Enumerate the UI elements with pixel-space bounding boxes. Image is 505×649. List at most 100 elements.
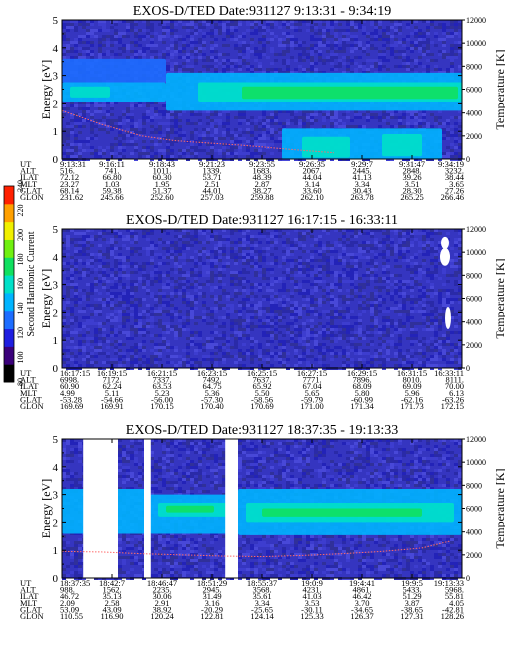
data-gap	[83, 439, 118, 578]
y2-tick-label: 4000	[466, 109, 482, 118]
table-cell: 30.06	[152, 591, 171, 601]
table-cell: 5.50	[255, 388, 270, 398]
table-row-label: UT	[20, 159, 32, 169]
colorbar-swatch	[4, 310, 14, 330]
table-cell: 4231.	[302, 585, 321, 595]
signal-band	[62, 58, 166, 83]
table-cell: 2235.	[152, 585, 171, 595]
y2-tick-label: 12000	[466, 16, 486, 25]
y-tick-label: 2	[53, 517, 59, 529]
table-cell: 172.15	[441, 401, 464, 411]
y-tick-label: 0	[53, 573, 59, 585]
table-cell: 28.30	[402, 185, 421, 195]
table-cell: 2067.	[302, 166, 321, 176]
table-cell: 18:51:29	[197, 578, 227, 588]
table-cell: 5.36	[205, 388, 220, 398]
table-cell: 3.34	[255, 598, 271, 608]
colorbar-swatch	[4, 221, 14, 240]
table-cell: 7896.	[352, 375, 371, 385]
table-cell: 4.99	[60, 388, 75, 398]
table-cell: 9:34:19	[438, 159, 464, 169]
table-cell: 9:18:43	[149, 159, 175, 169]
y2-tick-label: 2000	[466, 551, 482, 560]
panel-3: EXOS-D/TED Date:931127 18:37:35 - 19:13:…	[20, 423, 505, 621]
table-cell: 66.80	[102, 172, 121, 182]
table-cell: 2.51	[205, 179, 220, 189]
table-row-label: ALT	[20, 375, 37, 385]
table-cell: -20.29	[201, 604, 223, 614]
table-cell: 31.49	[202, 591, 221, 601]
table-row-label: UT	[20, 578, 32, 588]
y2-axis-label: Temperature [K]	[493, 49, 505, 129]
table-cell: 170.15	[150, 401, 173, 411]
y2-tick-label: 6000	[466, 505, 482, 514]
table-cell: -62.16	[401, 394, 423, 404]
table-cell: 18:37:35	[60, 578, 90, 588]
table-cell: 9:21:23	[199, 159, 225, 169]
y-tick-label: 5	[53, 15, 59, 27]
table-cell: 63.53	[152, 381, 171, 391]
y-tick-label: 5	[53, 434, 59, 446]
table-cell: 33.60	[302, 185, 321, 195]
table-cell: 60.30	[152, 172, 171, 182]
table-cell: 16:25:15	[247, 368, 277, 378]
y2-tick-label: 0	[466, 155, 470, 164]
table-row-label: GLON	[20, 401, 44, 411]
signal-band	[242, 86, 458, 100]
y2-tick-label: 6000	[466, 86, 482, 95]
saturation-blob	[441, 236, 449, 249]
table-cell: 64.75	[202, 381, 221, 391]
table-cell: 171.00	[300, 401, 323, 411]
table-cell: 245.66	[100, 192, 123, 202]
y2-tick-label: 4000	[466, 318, 482, 327]
table-cell: 3232.	[445, 166, 464, 176]
saturation-blob	[440, 247, 450, 266]
colorbar-swatch	[4, 239, 14, 258]
table-cell: 60.90	[60, 381, 79, 391]
colorbar-tick-label: 80	[16, 378, 25, 386]
table-cell: 18:42:7	[99, 578, 125, 588]
y2-tick-label: 12000	[466, 225, 486, 234]
table-cell: -63.26	[442, 394, 464, 404]
y-tick-label: 4	[53, 43, 59, 55]
table-cell: 48.39	[252, 172, 271, 182]
table-cell: 5.96	[405, 388, 420, 398]
table-cell: 46.42	[352, 591, 371, 601]
colorbar-swatch	[4, 203, 14, 223]
panel-title: EXOS-D/TED Date:931127 16:17:15 - 16:33:…	[126, 213, 398, 228]
table-cell: 16:29:15	[347, 368, 377, 378]
table-cell: 19:13:33	[434, 578, 464, 588]
y-tick-label: 4	[53, 252, 59, 264]
table-cell: 65.92	[252, 381, 271, 391]
table-cell: 2.58	[105, 598, 120, 608]
table-cell: 124.14	[250, 611, 274, 621]
table-cell: 16:17:15	[60, 368, 90, 378]
table-cell: 2.91	[155, 598, 170, 608]
table-cell: 5.65	[305, 388, 320, 398]
colorbar-swatch	[4, 364, 14, 383]
temperature-curve	[61, 540, 451, 558]
y-tick-label: 0	[53, 154, 59, 166]
table-cell: 19:9:5	[401, 578, 423, 588]
colorbar-frame	[3, 185, 15, 383]
table-cell: 27.26	[445, 185, 464, 195]
table-cell: 2445.	[352, 166, 371, 176]
table-row-label: MLT	[20, 179, 38, 189]
table-row-label: GLAT	[20, 394, 43, 404]
colorbar-tick-label: 140	[16, 303, 25, 315]
table-cell: 19:4:41	[349, 578, 375, 588]
table-cell: 46.72	[60, 591, 79, 601]
table-cell: 7771.	[302, 375, 321, 385]
table-cell: 8111.	[446, 375, 465, 385]
table-cell: 53.71	[202, 172, 221, 182]
signal-band	[382, 133, 422, 157]
y-tick-label: 3	[53, 71, 59, 83]
table-cell: 265.25	[400, 192, 423, 202]
table-cell: 7172.	[102, 375, 121, 385]
table-cell: 9:31:47	[399, 159, 425, 169]
table-cell: 7337.	[152, 375, 171, 385]
table-cell: -25.65	[251, 604, 273, 614]
colorbar: 80 100 120 140 160 180 200 220 240 Second Harmoni…	[3, 180, 37, 386]
table-cell: 70.00	[445, 381, 464, 391]
colorbar-swatch	[4, 292, 14, 312]
